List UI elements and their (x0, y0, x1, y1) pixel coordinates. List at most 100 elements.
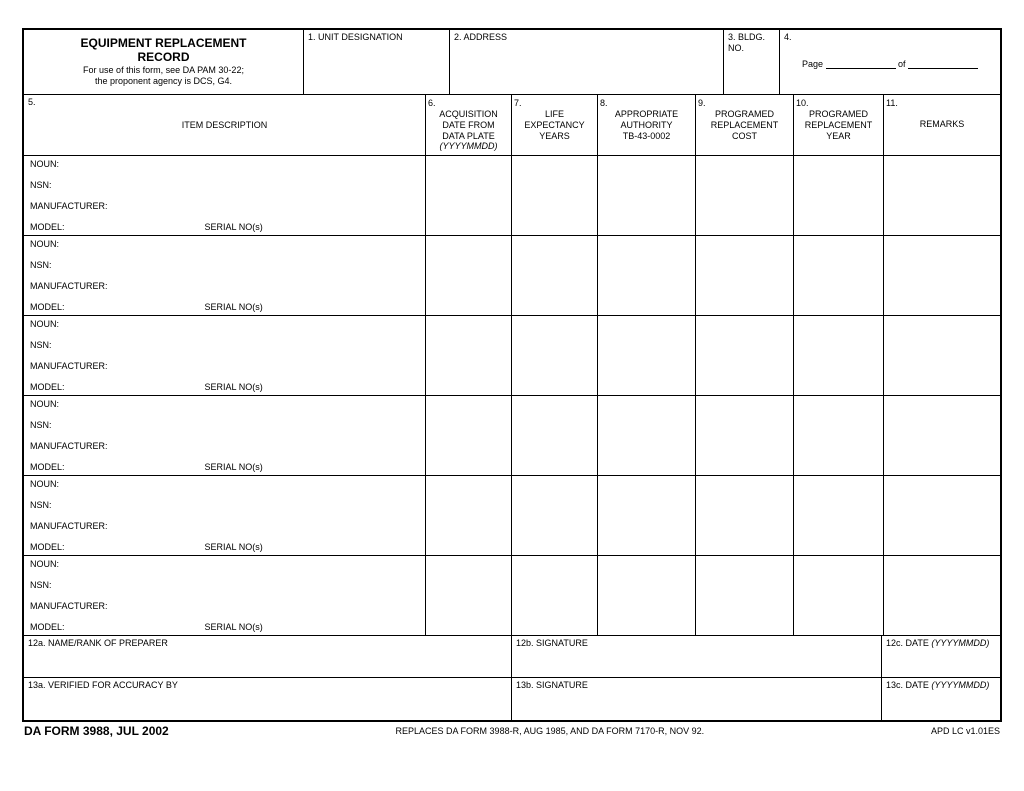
acq-date-cell[interactable] (426, 156, 512, 236)
col8-c: TB-43-0002 (600, 131, 693, 142)
page-blank-2[interactable] (908, 59, 978, 69)
footer-row-12: 12a. NAME/RANK OF PREPARER 12b. SIGNATUR… (24, 636, 1000, 678)
acq-date-cell[interactable] (426, 236, 512, 316)
below-form-row: DA FORM 3988, JUL 2002 REPLACES DA FORM … (22, 722, 1002, 738)
repl-cost-cell[interactable] (696, 556, 794, 636)
verifier-signature-cell[interactable]: 13b. SIGNATURE (512, 678, 882, 720)
authority-cell[interactable] (598, 556, 696, 636)
title-line1: EQUIPMENT REPLACEMENT (28, 36, 299, 50)
item-rows: NOUN:NSN:MANUFACTURER:MODEL:SERIAL NO(s)… (24, 156, 1000, 636)
col9-num: 9. (698, 98, 791, 109)
life-exp-cell[interactable] (512, 476, 598, 556)
nsn-label: NSN: (30, 180, 52, 190)
acq-date-cell[interactable] (426, 316, 512, 396)
mfr-label: MANUFACTURER: (30, 201, 108, 211)
col5-header: 5. ITEM DESCRIPTION (24, 95, 426, 156)
verifier-date-cell[interactable]: 13c. DATE (YYYYMMDD) (882, 678, 1000, 720)
page-num-label: 4. (784, 32, 792, 42)
noun-label: NOUN: (30, 319, 59, 329)
repl-year-cell[interactable] (794, 396, 884, 476)
item-description-cell[interactable]: NOUN:NSN:MANUFACTURER:MODEL:SERIAL NO(s) (24, 556, 426, 636)
repl-year-cell[interactable] (794, 476, 884, 556)
repl-cost-cell[interactable] (696, 316, 794, 396)
repl-year-cell[interactable] (794, 156, 884, 236)
address-cell[interactable]: 2. ADDRESS (450, 30, 724, 95)
verifier-date-fmt: (YYYYMMDD) (931, 680, 989, 690)
authority-cell[interactable] (598, 236, 696, 316)
page-word: Page (802, 59, 823, 69)
item-row: NOUN:NSN:MANUFACTURER:MODEL:SERIAL NO(s) (24, 556, 1000, 636)
address-label: 2. ADDRESS (454, 32, 507, 42)
apd-version: APD LC v1.01ES (931, 726, 1000, 738)
title-line2: RECORD (28, 50, 299, 64)
remarks-cell[interactable] (884, 316, 1000, 396)
item-description-cell[interactable]: NOUN:NSN:MANUFACTURER:MODEL:SERIAL NO(s) (24, 396, 426, 476)
page-cell[interactable]: 4. Page of (780, 30, 1000, 95)
repl-cost-cell[interactable] (696, 236, 794, 316)
life-exp-cell[interactable] (512, 316, 598, 396)
nsn-label: NSN: (30, 500, 52, 510)
col5-label: ITEM DESCRIPTION (26, 120, 423, 131)
serial-label: SERIAL NO(s) (205, 302, 263, 312)
repl-cost-cell[interactable] (696, 396, 794, 476)
replaces-note: REPLACES DA FORM 3988-R, AUG 1985, AND D… (396, 726, 705, 738)
nsn-label: NSN: (30, 260, 52, 270)
acq-date-cell[interactable] (426, 556, 512, 636)
authority-cell[interactable] (598, 156, 696, 236)
preparer-signature-cell[interactable]: 12b. SIGNATURE (512, 636, 882, 678)
acq-date-cell[interactable] (426, 396, 512, 476)
col9-header: 9. PROGRAMED REPLACEMENT COST (696, 95, 794, 156)
repl-cost-cell[interactable] (696, 156, 794, 236)
repl-year-cell[interactable] (794, 556, 884, 636)
authority-cell[interactable] (598, 316, 696, 396)
remarks-cell[interactable] (884, 476, 1000, 556)
repl-year-cell[interactable] (794, 316, 884, 396)
mfr-label: MANUFACTURER: (30, 521, 108, 531)
item-description-cell[interactable]: NOUN:NSN:MANUFACTURER:MODEL:SERIAL NO(s) (24, 156, 426, 236)
bldg-no-cell[interactable]: 3. BLDG. NO. (724, 30, 780, 95)
col5-num: 5. (28, 97, 36, 108)
remarks-cell[interactable] (884, 236, 1000, 316)
col6-num: 6. (428, 98, 509, 109)
noun-label: NOUN: (30, 399, 59, 409)
life-exp-cell[interactable] (512, 156, 598, 236)
preparer-name-cell[interactable]: 12a. NAME/RANK OF PREPARER (24, 636, 512, 678)
unit-designation-cell[interactable]: 1. UNIT DESIGNATION (304, 30, 450, 95)
col8-b: AUTHORITY (600, 120, 693, 131)
mfr-label: MANUFACTURER: (30, 601, 108, 611)
preparer-name-label: 12a. NAME/RANK OF PREPARER (28, 638, 168, 648)
preparer-date-cell[interactable]: 12c. DATE (YYYYMMDD) (882, 636, 1000, 678)
item-description-cell[interactable]: NOUN:NSN:MANUFACTURER:MODEL:SERIAL NO(s) (24, 236, 426, 316)
form-title-cell: EQUIPMENT REPLACEMENT RECORD For use of … (24, 30, 304, 95)
mfr-label: MANUFACTURER: (30, 361, 108, 371)
form-container: EQUIPMENT REPLACEMENT RECORD For use of … (22, 28, 1002, 722)
col9-a: PROGRAMED (698, 109, 791, 120)
item-row: NOUN:NSN:MANUFACTURER:MODEL:SERIAL NO(s) (24, 396, 1000, 476)
serial-label: SERIAL NO(s) (205, 222, 263, 232)
col6-d: (YYYYMMDD) (428, 141, 509, 152)
col11-num: 11. (886, 98, 998, 109)
col6-c: DATA PLATE (428, 131, 509, 142)
verifier-name-cell[interactable]: 13a. VERIFIED FOR ACCURACY BY (24, 678, 512, 720)
repl-cost-cell[interactable] (696, 476, 794, 556)
col10-a: PROGRAMED (796, 109, 881, 120)
col8-num: 8. (600, 98, 693, 109)
remarks-cell[interactable] (884, 396, 1000, 476)
remarks-cell[interactable] (884, 556, 1000, 636)
life-exp-cell[interactable] (512, 556, 598, 636)
repl-year-cell[interactable] (794, 236, 884, 316)
life-exp-cell[interactable] (512, 236, 598, 316)
life-exp-cell[interactable] (512, 396, 598, 476)
col10-b: REPLACEMENT (796, 120, 881, 131)
title-sub2: the proponent agency is DCS, G4. (28, 76, 299, 88)
authority-cell[interactable] (598, 396, 696, 476)
item-description-cell[interactable]: NOUN:NSN:MANUFACTURER:MODEL:SERIAL NO(s) (24, 316, 426, 396)
of-word: of (898, 59, 906, 69)
model-label: MODEL: (30, 462, 65, 472)
remarks-cell[interactable] (884, 156, 1000, 236)
page-blank-1[interactable] (826, 59, 896, 69)
authority-cell[interactable] (598, 476, 696, 556)
footer-row-13: 13a. VERIFIED FOR ACCURACY BY 13b. SIGNA… (24, 678, 1000, 720)
acq-date-cell[interactable] (426, 476, 512, 556)
item-description-cell[interactable]: NOUN:NSN:MANUFACTURER:MODEL:SERIAL NO(s) (24, 476, 426, 556)
